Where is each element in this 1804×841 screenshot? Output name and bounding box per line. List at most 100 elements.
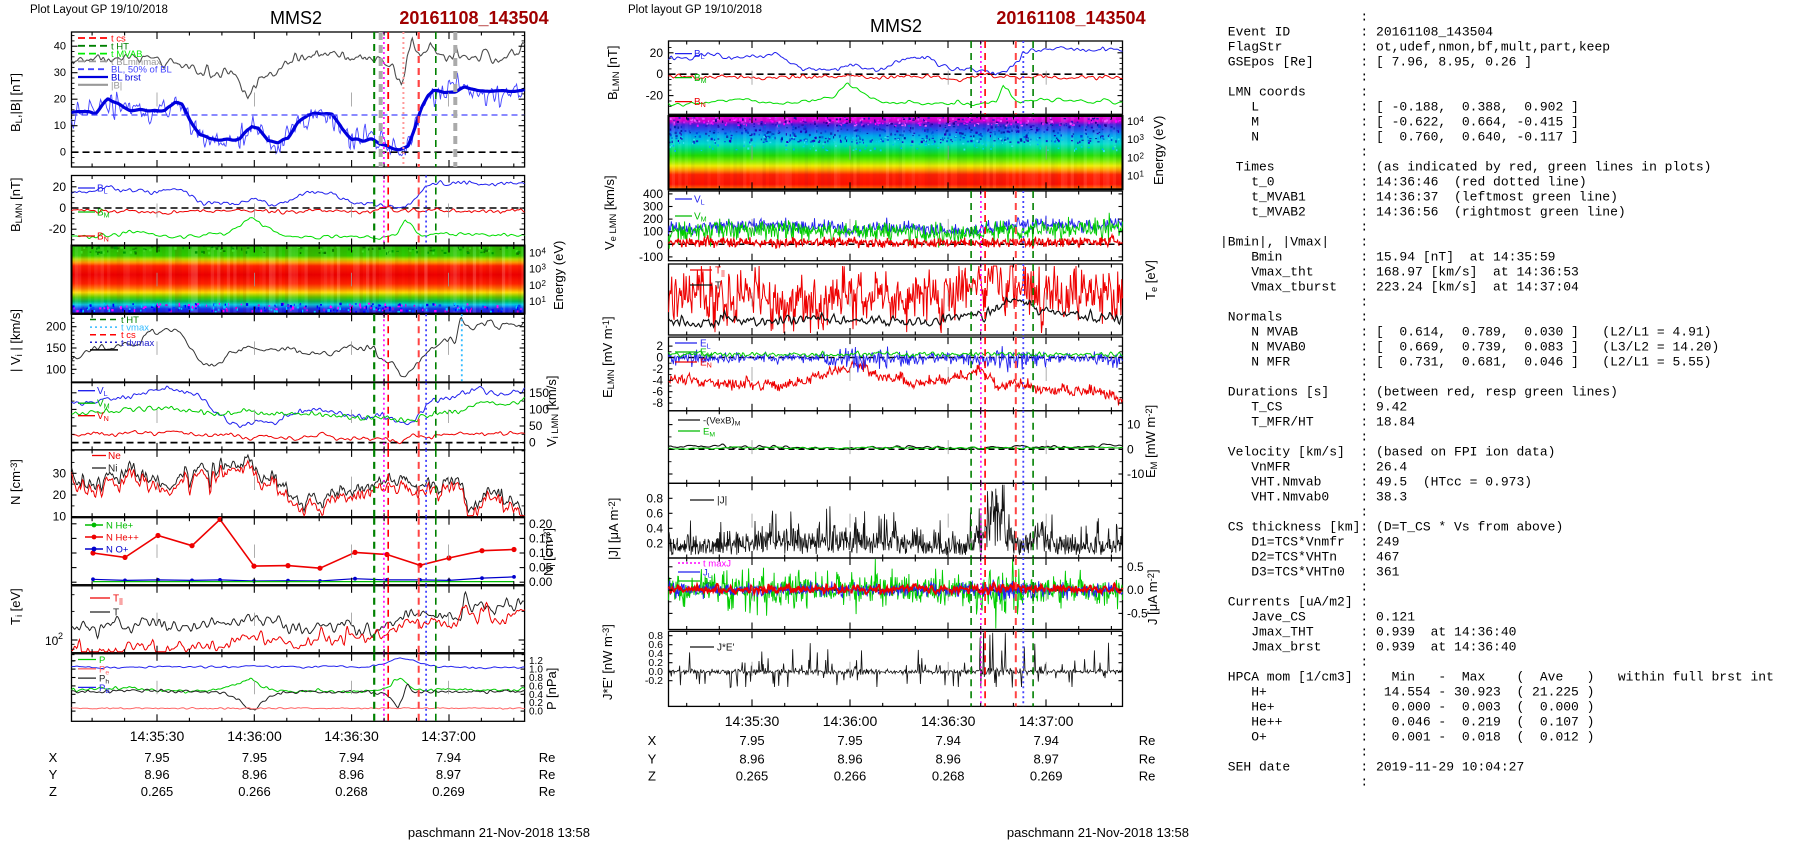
svg-text:BN: BN: [694, 97, 706, 109]
svg-text:-0.2: -0.2: [645, 675, 663, 687]
svg-text:0.4: 0.4: [529, 690, 543, 701]
svg-text:8.96: 8.96: [242, 767, 267, 782]
svg-text:Re: Re: [539, 750, 556, 765]
svg-text:Vmax_tburst : 223.24 [km/s]: Vmax_tburst : 223.24 [km/s] at 14:37:04: [1220, 280, 1579, 295]
svg-text:7.94: 7.94: [436, 750, 461, 765]
svg-text:He+ : 0.000 - 0.0: He+ : 0.000 - 0.003 ( 0.000 ): [1220, 700, 1594, 715]
svg-text:0.10: 0.10: [529, 546, 553, 560]
svg-text:Y: Y: [49, 767, 58, 782]
svg-text:Re: Re: [1139, 733, 1156, 748]
svg-text:0.6: 0.6: [529, 681, 543, 692]
svg-text::: :: [1220, 145, 1368, 160]
svg-text:J [μA m-2]: J [μA m-2]: [1145, 569, 1160, 625]
svg-text:LMN coords :: LMN coords :: [1220, 85, 1368, 100]
svg-text:300: 300: [643, 200, 663, 214]
svg-text:N MVAB : [ 0.614, 0.7: N MVAB : [ 0.614, 0.789, 0.030 ] (L2/L1 …: [1220, 325, 1711, 340]
svg-text:FlagStr : ot,udef,nmo: FlagStr : ot,udef,nmon,bf,mult,part,keep: [1220, 40, 1610, 55]
svg-text:150: 150: [46, 341, 66, 355]
svg-text:T: T: [113, 608, 119, 619]
svg-text:BM: BM: [97, 208, 110, 220]
svg-text:0.8: 0.8: [646, 491, 663, 505]
svg-text:BL, 50% of BL: BL, 50% of BL: [111, 65, 172, 76]
svg-text:N MVAB0 : [ 0.669, 0.7: N MVAB0 : [ 0.669, 0.739, 0.083 ] (L3/L2…: [1220, 340, 1719, 355]
svg-text:0.20: 0.20: [529, 517, 553, 531]
svg-text:0.269: 0.269: [1030, 768, 1063, 783]
svg-text:100: 100: [46, 362, 66, 376]
svg-text:0: 0: [656, 237, 663, 251]
svg-text:-0.5: -0.5: [1127, 606, 1148, 620]
svg-text:P [nPa]: P [nPa]: [544, 668, 559, 710]
svg-text:Ne: Ne: [108, 451, 121, 462]
svg-text:N O+: N O+: [106, 545, 129, 556]
svg-text:Ph: Ph: [99, 674, 109, 686]
svg-text:2: 2: [58, 631, 63, 641]
svg-text:0.8: 0.8: [648, 630, 663, 642]
svg-text:-2: -2: [652, 362, 663, 376]
svg-text:Jave_CS : 0.121: Jave_CS : 0.121: [1220, 610, 1415, 625]
svg-text:D1=TCS*Vnmfr : 249: D1=TCS*Vnmfr : 249: [1220, 535, 1399, 550]
svg-text:100: 100: [529, 402, 549, 416]
svg-text:4: 4: [542, 247, 547, 256]
svg-text:0.05: 0.05: [529, 561, 553, 575]
svg-text:0: 0: [59, 201, 66, 215]
svg-text:7.94: 7.94: [936, 733, 961, 748]
svg-text:X: X: [49, 750, 58, 765]
svg-text:VL: VL: [694, 195, 705, 207]
svg-text:10: 10: [1127, 116, 1139, 128]
svg-text:0.2: 0.2: [646, 536, 663, 550]
svg-text:M : [ -0.622, 0.6: M : [ -0.622, 0.664, -0.415 ]: [1220, 115, 1579, 130]
svg-text:BN: BN: [97, 232, 109, 244]
svg-text:200: 200: [643, 212, 663, 226]
svg-text:-4: -4: [652, 373, 663, 387]
svg-text:0.4: 0.4: [648, 648, 663, 660]
svg-text:t HT: t HT: [111, 41, 129, 52]
svg-text:Te [eV]: Te [eV]: [1143, 260, 1159, 300]
svg-text:-10: -10: [1127, 467, 1145, 481]
svg-text:10: 10: [529, 296, 541, 308]
svg-text:30: 30: [53, 466, 67, 480]
svg-text:BL: BL: [97, 184, 108, 196]
svg-text:VnMFR : 26.4: VnMFR : 26.4: [1220, 460, 1407, 475]
svg-text:7.95: 7.95: [837, 733, 862, 748]
svg-text:D3=TCS*VHTn0 : 361: D3=TCS*VHTn0 : 361: [1220, 565, 1400, 580]
svg-text:14:37:00: 14:37:00: [1019, 713, 1074, 729]
svg-text:N : [ 0.760, 0.6: N : [ 0.760, 0.640, -0.117 ]: [1220, 130, 1579, 145]
svg-text:Ni: Ni: [108, 464, 117, 475]
svg-text:0.00: 0.00: [529, 575, 553, 589]
svg-text:14:35:30: 14:35:30: [130, 728, 185, 744]
svg-text:8.96: 8.96: [339, 767, 364, 782]
svg-text:Pe: Pe: [99, 664, 109, 676]
svg-text:20161108_143504: 20161108_143504: [996, 8, 1145, 28]
svg-text:EN: EN: [700, 358, 712, 370]
svg-text::: :: [1220, 10, 1368, 25]
svg-text:10: 10: [1127, 152, 1139, 164]
svg-text:0.0: 0.0: [648, 666, 663, 678]
svg-text:0.4: 0.4: [646, 521, 663, 535]
svg-text:0.269: 0.269: [432, 784, 465, 799]
svg-text:14:36:30: 14:36:30: [324, 728, 379, 744]
svg-text:t cs: t cs: [121, 330, 136, 341]
svg-text:t vmax: t vmax: [121, 323, 149, 334]
svg-text:O+ : 0.001 - 0.0: O+ : 0.001 - 0.018 ( 0.012 ): [1220, 730, 1594, 745]
svg-text:T: T: [715, 281, 721, 292]
svg-text:N [cm-3]: N [cm-3]: [8, 459, 23, 505]
svg-text:BLMN [nT]: BLMN [nT]: [8, 178, 24, 232]
svg-text:7.94: 7.94: [339, 750, 364, 765]
svg-text:PB: PB: [99, 683, 110, 695]
svg-text:Re: Re: [539, 767, 556, 782]
svg-text:HPCA mom [1/cm3] : Min -: HPCA mom [1/cm3] : Min - Max ( Ave ) wit…: [1220, 670, 1774, 685]
svg-text:14:37:00: 14:37:00: [421, 728, 476, 744]
svg-text::: :: [1220, 580, 1368, 595]
svg-text:|J|: |J|: [717, 496, 727, 507]
svg-text:Energy (eV): Energy (eV): [551, 241, 566, 310]
svg-text:Z: Z: [49, 784, 57, 799]
svg-text:t maxJ: t maxJ: [703, 559, 731, 570]
svg-text:t_MVAB2 : 14:36:56 (rig: t_MVAB2 : 14:36:56 (rightmost green line…: [1220, 205, 1626, 220]
svg-text:0.15: 0.15: [529, 531, 553, 545]
svg-text:EM [mW m-2]: EM [mW m-2]: [1143, 405, 1159, 478]
svg-text:Y: Y: [648, 751, 657, 766]
svg-text:0: 0: [656, 67, 663, 81]
svg-text:BL,|B| [nT]: BL,|B| [nT]: [8, 73, 24, 132]
svg-text:0.265: 0.265: [141, 784, 174, 799]
svg-text:50: 50: [529, 419, 543, 433]
